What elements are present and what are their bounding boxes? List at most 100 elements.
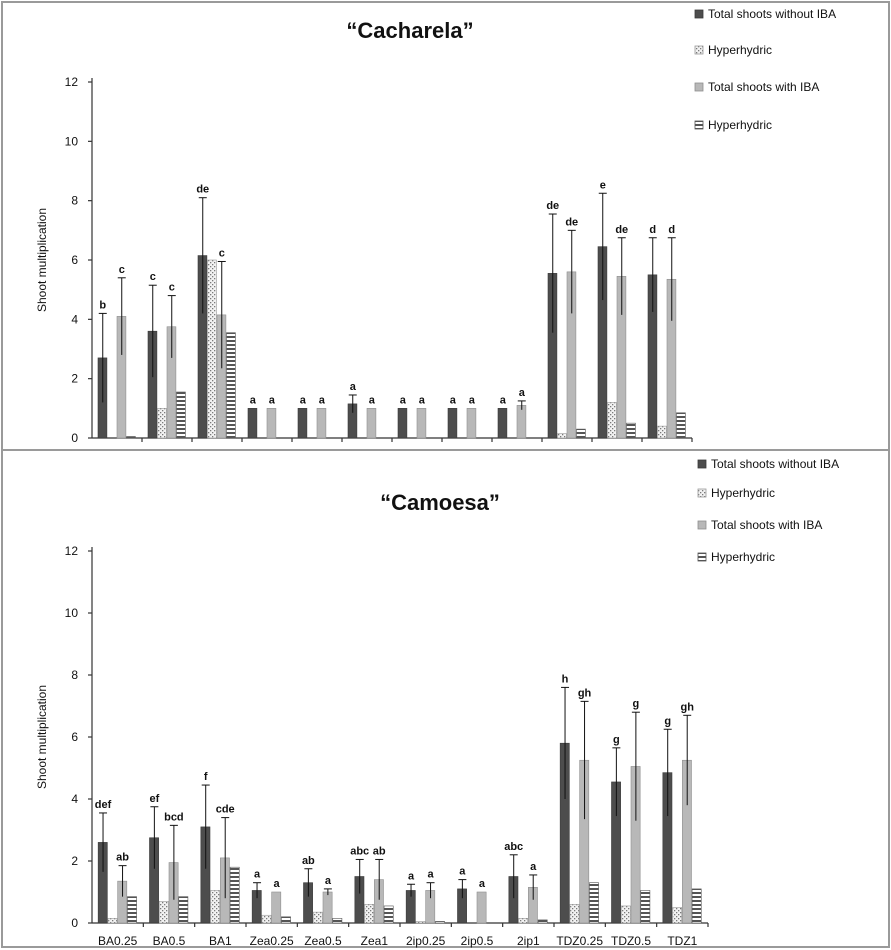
bar-solid-dark	[497, 408, 508, 439]
bar-striped	[126, 436, 136, 439]
y-tick-label: 4	[71, 312, 78, 326]
bar-solid-dark	[397, 408, 408, 439]
significance-label: g	[664, 715, 671, 727]
significance-label: a	[530, 861, 537, 873]
bar-dotted	[312, 911, 323, 924]
y-tick-label: 2	[71, 372, 78, 386]
y-tick-label: 6	[71, 730, 78, 744]
panel-frame	[1, 1, 890, 451]
significance-label: a	[519, 387, 526, 399]
legend-entry: Hyperhydric	[708, 118, 772, 132]
significance-label: a	[400, 394, 407, 406]
bar-striped	[281, 916, 291, 924]
significance-label: a	[479, 878, 486, 890]
bar-solid-light	[416, 408, 427, 439]
significance-label: de	[546, 200, 559, 212]
legend-entry: Total shoots without IBA	[708, 7, 836, 21]
category-label: BA0.5	[153, 934, 186, 948]
category-label: TDZ0.5	[611, 934, 651, 948]
significance-label: a	[325, 875, 332, 887]
panel-cacharela: “Cacharela” 0 2 4 6 8 10 12 Shoot multiplication…	[1, 1, 890, 467]
legend-entry: Total shoots without IBA	[711, 457, 839, 471]
significance-label: f	[204, 771, 208, 783]
significance-label: abc	[504, 841, 523, 853]
significance-label: ab	[116, 852, 129, 864]
significance-label: a	[300, 394, 307, 406]
significance-label: a	[427, 869, 434, 881]
legend-entry: Hyperhydric	[708, 43, 772, 57]
bar-striped	[332, 918, 343, 924]
significance-label: a	[350, 381, 357, 393]
significance-label: c	[119, 264, 125, 276]
bar-dotted	[107, 918, 118, 924]
bar-dotted	[518, 918, 529, 924]
category-label: 2ip1	[517, 934, 540, 948]
bar-solid-light	[476, 891, 487, 924]
category-label: TDZ0.25	[556, 934, 603, 948]
significance-label: c	[150, 271, 156, 283]
y-axis-label: Shoot multiplication	[35, 208, 49, 312]
y-tick-label: 0	[71, 431, 78, 445]
bar-solid-dark	[247, 408, 258, 439]
significance-label: e	[600, 179, 606, 191]
significance-label: bcd	[164, 811, 184, 823]
bar-striped	[576, 428, 586, 439]
significance-label: a	[250, 394, 257, 406]
bar-solid-light	[366, 408, 377, 439]
significance-label: def	[95, 799, 112, 811]
bar-striped	[626, 422, 636, 439]
legend-swatch	[694, 45, 704, 55]
significance-label: a	[408, 870, 415, 882]
bar-striped	[383, 905, 394, 924]
bar-striped	[589, 882, 599, 924]
y-tick-label: 2	[71, 854, 78, 868]
significance-label: a	[269, 394, 276, 406]
legend-swatch	[694, 9, 704, 19]
significance-label: ef	[149, 793, 159, 805]
legend-swatch	[694, 82, 704, 92]
category-label: Zea1	[361, 934, 389, 948]
bar-dotted	[657, 425, 667, 439]
legend-swatch	[697, 459, 707, 469]
legend-swatch	[697, 552, 707, 562]
significance-label: de	[196, 184, 209, 196]
legend-entry: Hyperhydric	[711, 550, 775, 564]
significance-label: cde	[216, 804, 235, 816]
significance-label: a	[319, 394, 326, 406]
bar-solid-light	[322, 891, 333, 924]
significance-label: c	[219, 247, 225, 259]
bar-solid-light	[271, 891, 282, 924]
y-tick-label: 0	[71, 916, 78, 930]
bar-dotted	[672, 907, 683, 924]
legend-swatch	[697, 520, 707, 530]
significance-label: h	[562, 673, 569, 685]
bar-striped	[226, 332, 236, 439]
bar-solid-light	[266, 408, 277, 439]
significance-label: a	[273, 878, 280, 890]
bar-dotted	[415, 921, 426, 924]
significance-label: ab	[373, 845, 386, 857]
bar-striped	[435, 921, 445, 924]
bar-striped	[127, 896, 137, 924]
category-label: 2ip0.25	[406, 934, 446, 948]
significance-label: g	[613, 734, 620, 746]
significance-label: de	[565, 216, 578, 228]
significance-label: d	[668, 224, 675, 236]
bar-dotted	[557, 433, 567, 439]
category-label: BA1	[209, 934, 232, 948]
bar-dotted	[207, 259, 217, 439]
y-tick-label: 8	[71, 194, 78, 208]
panel-camoesa: “Camoesa” 0 2 4 6 8 10 12 Shoot multiplication BA…	[1, 449, 890, 948]
significance-label: de	[615, 224, 628, 236]
category-label: 2ip0.5	[461, 934, 494, 948]
bar-dotted	[364, 904, 375, 924]
bar-striped	[178, 896, 189, 924]
significance-label: a	[254, 869, 261, 881]
y-axis-label: Shoot multiplication	[35, 685, 49, 789]
bar-striped	[676, 412, 686, 439]
significance-label: ab	[302, 855, 315, 867]
y-tick-label: 8	[71, 668, 78, 682]
bar-striped	[640, 890, 651, 924]
bar-solid-light	[316, 408, 327, 439]
